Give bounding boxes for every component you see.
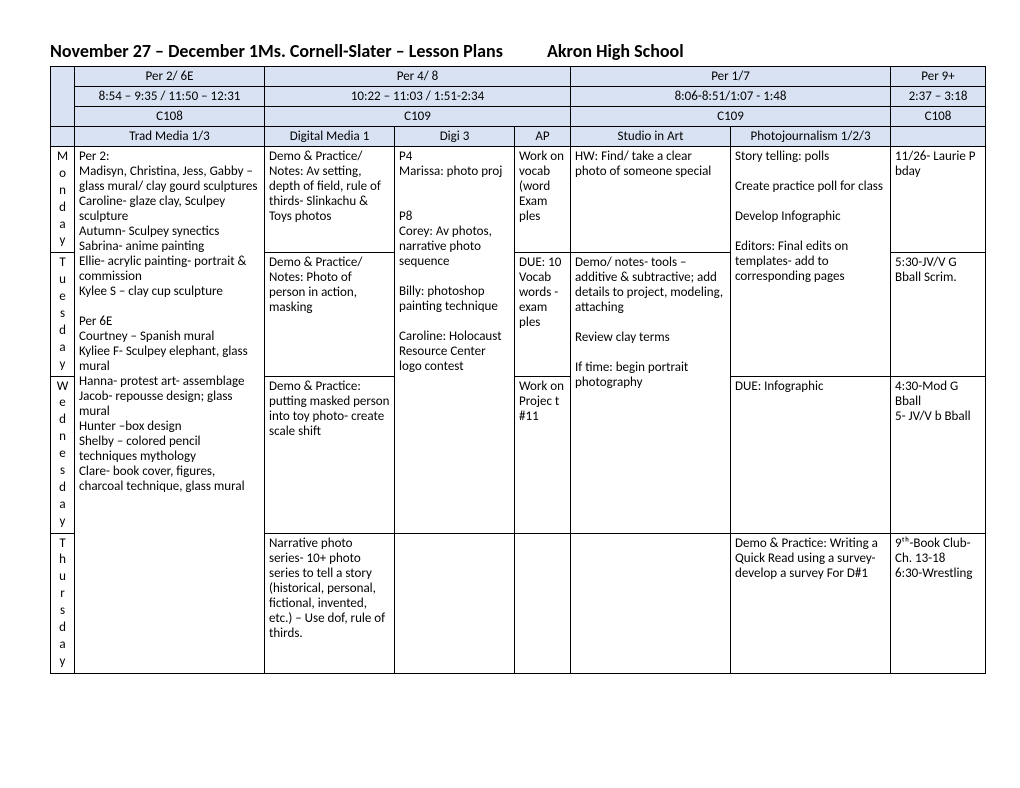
class-7 — [891, 127, 986, 147]
ap-thu — [515, 533, 571, 673]
corner-cell — [51, 67, 75, 127]
period-3: Per 1/7 — [571, 67, 891, 87]
trad-media-cell: Per 2: Madisyn, Christina, Jess, Gabby –… — [75, 147, 265, 674]
period-2: Per 4/ 8 — [265, 67, 571, 87]
p9-tue: 5:30-JV/V G Bball Scrim. — [891, 253, 986, 376]
room-4: C108 — [891, 107, 986, 127]
digi3-cell: P4 Marissa: photo proj P8 Corey: Av phot… — [395, 147, 515, 534]
title-teacher: Ms. Cornell-Slater – Lesson Plans — [258, 40, 503, 62]
studio-thu — [571, 533, 731, 673]
class-2: Digital Media 1 — [265, 127, 395, 147]
lesson-plan-title: November 27 – December 1Ms. Cornell-Slat… — [50, 40, 970, 62]
studio-tue: Demo/ notes- tools – additive & subtract… — [571, 253, 731, 533]
room-3: C109 — [571, 107, 891, 127]
class-5: Studio in Art — [571, 127, 731, 147]
period-4: Per 9+ — [891, 67, 986, 87]
class-corner — [51, 127, 75, 147]
room-1: C108 — [75, 107, 265, 127]
studio-mon: HW: Find/ take a clear photo of someone … — [571, 147, 731, 253]
time-4: 2:37 – 3:18 — [891, 87, 986, 107]
time-2: 10:22 – 11:03 / 1:51-2:34 — [265, 87, 571, 107]
digi3-thu — [395, 533, 515, 673]
pj-mon: Story telling: polls Create practice pol… — [731, 147, 891, 377]
day-monday: Monday — [51, 147, 75, 253]
dm1-tue: Demo & Practice/ Notes: Photo of person … — [265, 253, 395, 376]
period-1: Per 2/ 6E — [75, 67, 265, 87]
dm1-mon: Demo & Practice/ Notes: Av setting, dept… — [265, 147, 395, 253]
room-2: C109 — [265, 107, 571, 127]
dm1-wed: Demo & Practice: putting masked person i… — [265, 376, 395, 533]
class-3: Digi 3 — [395, 127, 515, 147]
time-1: 8:54 – 9:35 / 11:50 – 12:31 — [75, 87, 265, 107]
p9-mon: 11/26- Laurie P bday — [891, 147, 986, 253]
title-date: November 27 – December 1 — [50, 40, 258, 62]
day-thursday: Thursday — [51, 533, 75, 673]
dm1-thu: Narrative photo series- 10+ photo series… — [265, 533, 395, 673]
ap-wed: Work on Projec t #11 — [515, 376, 571, 533]
pj-wed: DUE: Infographic — [731, 376, 891, 533]
time-3: 8:06-8:51/1:07 - 1:48 — [571, 87, 891, 107]
class-6: Photojournalism 1/2/3 — [731, 127, 891, 147]
p9-thu: 9ᵗʰ-Book Club- Ch. 13-18 6:30-Wrestling — [891, 533, 986, 673]
p9-wed: 4:30-Mod G Bball 5- JV/V b Bball — [891, 376, 986, 533]
ap-mon: Work on vocab (word Exam ples — [515, 147, 571, 253]
class-1: Trad Media 1/3 — [75, 127, 265, 147]
title-school: Akron High School — [547, 40, 684, 62]
ap-tue: DUE: 10 Vocab words -exam ples — [515, 253, 571, 376]
day-wednesday: Wednesday — [51, 376, 75, 533]
class-4: AP — [515, 127, 571, 147]
lesson-plan-table: Per 2/ 6E Per 4/ 8 Per 1/7 Per 9+ 8:54 –… — [50, 66, 986, 674]
day-tuesday: Tuesday — [51, 253, 75, 376]
pj-thu: Demo & Practice: Writing a Quick Read us… — [731, 533, 891, 673]
